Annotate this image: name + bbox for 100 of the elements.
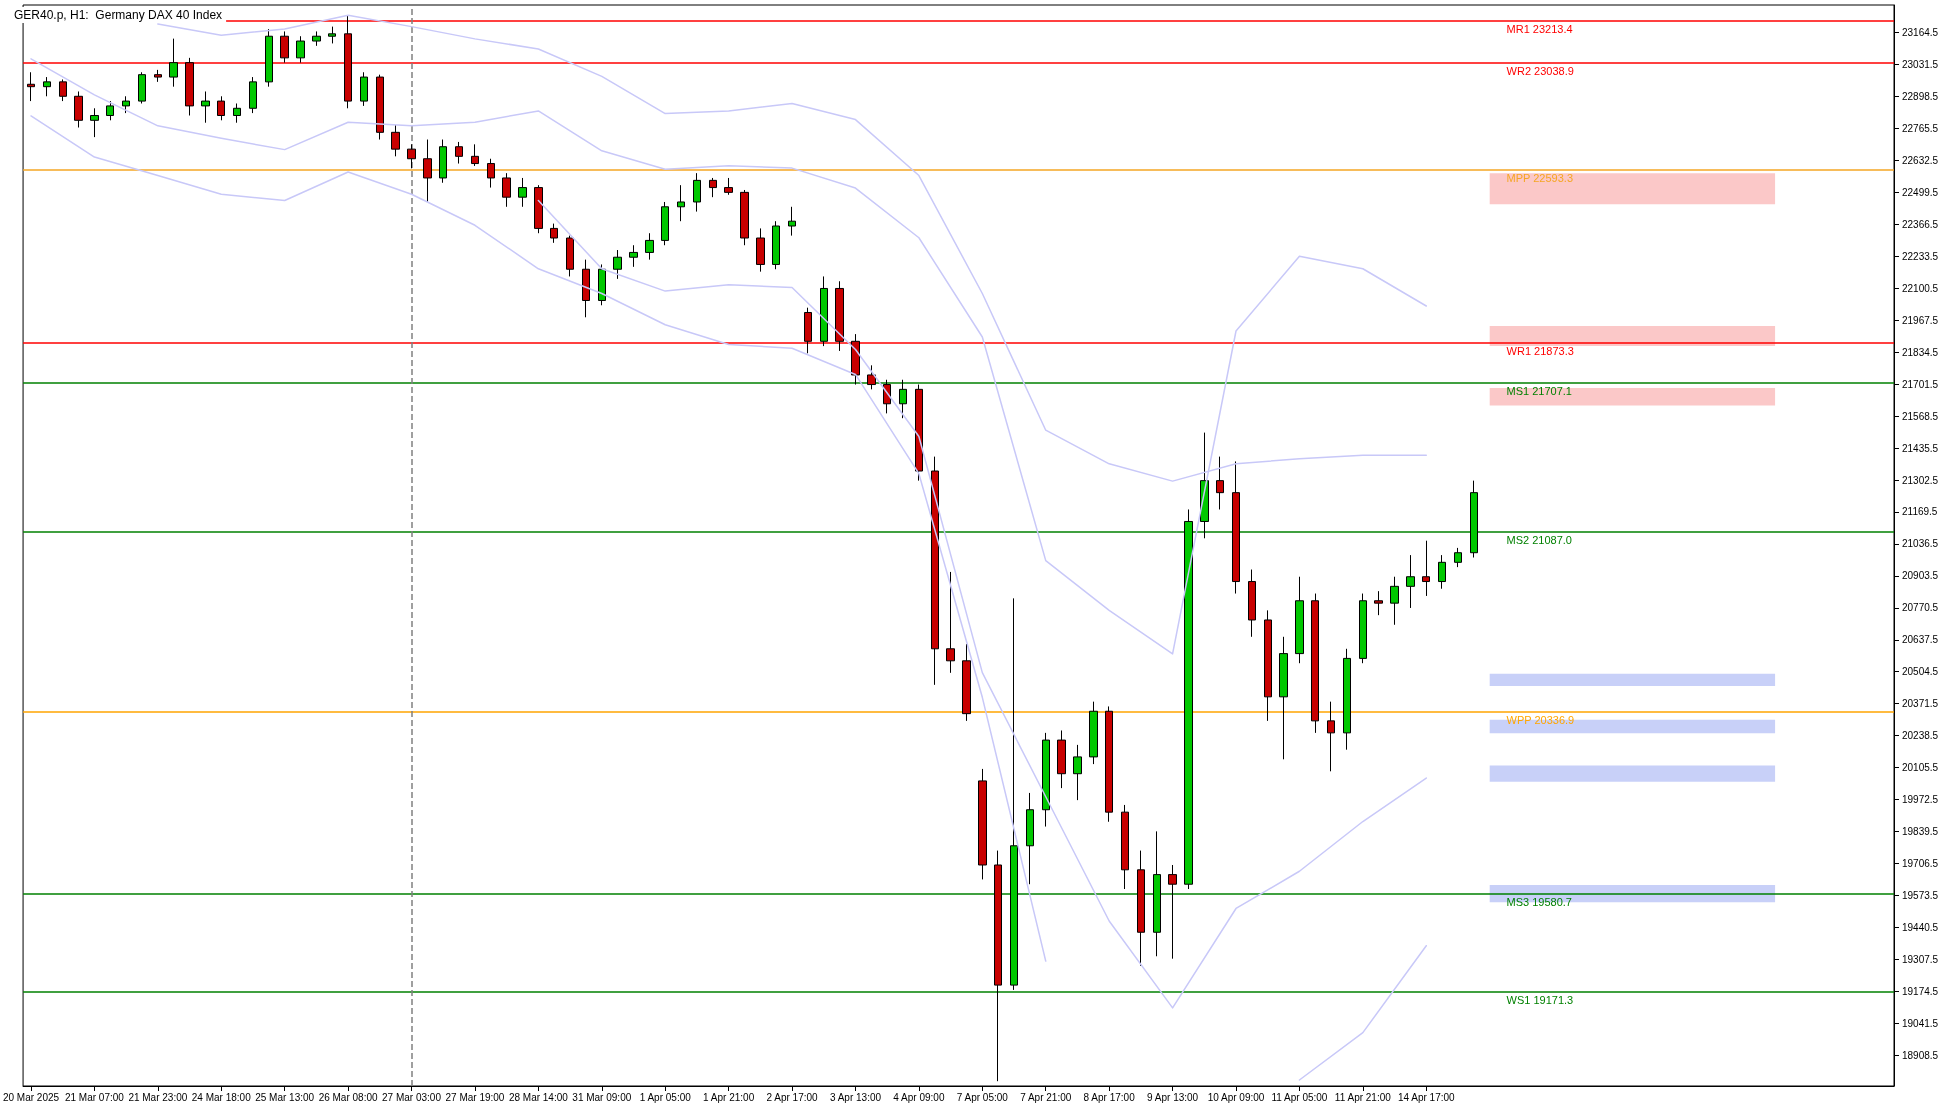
candlestick — [1121, 804, 1129, 890]
y-tick-label: 23031.5 — [1902, 59, 1939, 71]
candlestick — [423, 139, 432, 203]
candlestick — [1089, 701, 1098, 765]
candlestick — [217, 95, 225, 121]
candlestick — [756, 227, 765, 273]
y-tick-label: 20371.5 — [1902, 698, 1939, 710]
candlestick — [74, 90, 83, 129]
candlestick — [122, 95, 130, 114]
candlestick — [43, 76, 51, 97]
candlestick — [962, 643, 971, 722]
x-tick-label: 4 Apr 09:00 — [893, 1091, 945, 1103]
y-tick-label: 19307.5 — [1902, 953, 1939, 965]
candlestick — [994, 850, 1002, 1082]
candlestick — [376, 74, 384, 141]
x-tick-label: 20 Mar 2025 — [2, 1091, 60, 1103]
y-tick-label: 20637.5 — [1902, 634, 1939, 646]
candlestick — [1057, 729, 1066, 789]
candlestick — [296, 35, 305, 64]
ref-line-label: MS1 21707.1 — [1506, 384, 1572, 397]
candlestick — [598, 263, 606, 306]
y-tick-label: 21169.5 — [1902, 506, 1938, 518]
candlestick — [1279, 636, 1288, 760]
candlestick — [1470, 480, 1478, 559]
candlestick — [534, 184, 543, 234]
candlestick — [1184, 508, 1193, 890]
x-tick-label: 10 Apr 09:00 — [1207, 1091, 1265, 1103]
x-tick-label: 9 Apr 13:00 — [1147, 1091, 1199, 1103]
y-tick-label: 22499.5 — [1902, 186, 1939, 198]
x-tick-label: 3 Apr 13:00 — [829, 1091, 882, 1103]
candlestick — [740, 189, 749, 246]
x-tick-label: 27 Mar 19:00 — [445, 1091, 505, 1103]
candlestick — [1438, 554, 1446, 590]
candlestick — [1248, 569, 1256, 638]
candlestick — [724, 177, 733, 196]
candlestick — [1026, 792, 1034, 885]
x-tick-label: 1 Apr 21:00 — [703, 1091, 755, 1103]
x-tick-label: 11 Apr 05:00 — [1271, 1091, 1328, 1103]
candlestick — [360, 71, 368, 107]
candlestick — [1073, 744, 1082, 801]
candlestick — [645, 232, 654, 261]
candlestick — [185, 57, 194, 116]
candlestick — [835, 280, 844, 352]
candlestick — [693, 172, 701, 213]
candlestick — [280, 30, 289, 64]
candlestick — [1343, 648, 1351, 751]
x-tick-label: 28 Mar 14:00 — [508, 1091, 569, 1103]
candlestick — [1422, 540, 1430, 597]
y-tick-label: 20105.5 — [1902, 762, 1939, 774]
candlestick — [899, 379, 907, 419]
candlestick — [471, 143, 479, 167]
y-tick-label: 19706.5 — [1902, 857, 1939, 869]
x-tick-label: 7 Apr 21:00 — [1020, 1091, 1072, 1103]
candlestick — [613, 249, 622, 280]
y-tick-label: 20238.5 — [1902, 730, 1939, 742]
candlestick — [867, 364, 876, 390]
candlestick — [946, 571, 955, 674]
candlestick — [1359, 593, 1367, 664]
candlestick — [455, 141, 463, 165]
candlestick — [407, 143, 416, 169]
ref-line-label: WR2 23038.9 — [1506, 64, 1574, 77]
candlestick — [1153, 830, 1161, 957]
candlestick — [820, 275, 828, 347]
y-tick-label: 19573.5 — [1902, 889, 1939, 901]
candlestick — [487, 158, 495, 189]
x-tick-label: 2 Apr 17:00 — [766, 1091, 819, 1103]
line-series — [537, 199, 1428, 1009]
candlestick — [582, 259, 590, 318]
x-tick-label: 21 Mar 07:00 — [64, 1091, 125, 1103]
y-tick-label: 21834.5 — [1902, 346, 1939, 358]
x-tick-label: 14 Apr 17:00 — [1397, 1091, 1456, 1103]
y-tick-label: 19041.5 — [1902, 1017, 1939, 1029]
candlestick — [1311, 593, 1319, 734]
candlestick — [661, 201, 669, 246]
candlestick — [312, 30, 321, 47]
candlestick — [709, 177, 717, 198]
y-tick-label: 21435.5 — [1902, 442, 1939, 454]
candlestick — [1137, 850, 1145, 967]
x-tick-label: 21 Mar 23:00 — [128, 1091, 188, 1103]
candlestick — [344, 15, 352, 109]
candlestick — [1327, 701, 1335, 772]
candlestick — [1105, 705, 1113, 823]
y-tick-label: 20504.5 — [1902, 666, 1939, 678]
candlestick — [677, 184, 685, 222]
y-tick-label: 19440.5 — [1902, 921, 1939, 933]
ref-line-label: MS2 21087.0 — [1506, 533, 1572, 546]
y-tick-label: 22898.5 — [1902, 91, 1939, 103]
x-tick-label: 31 Mar 09:00 — [572, 1091, 632, 1103]
ref-line-label: MR1 23213.4 — [1506, 23, 1573, 35]
candlestick — [391, 124, 400, 157]
candlestick — [1264, 609, 1272, 722]
candlestick — [201, 90, 210, 124]
candlestick — [328, 26, 336, 44]
x-tick-label: 1 Apr 05:00 — [639, 1091, 692, 1103]
y-tick-label: 20770.5 — [1902, 602, 1939, 614]
candlestick — [27, 71, 35, 102]
candlestick — [1374, 590, 1383, 616]
x-tick-label: 26 Mar 08:00 — [318, 1091, 379, 1103]
y-tick-label: 22100.5 — [1902, 282, 1939, 294]
ref-line-label: WR1 21873.3 — [1506, 344, 1574, 357]
